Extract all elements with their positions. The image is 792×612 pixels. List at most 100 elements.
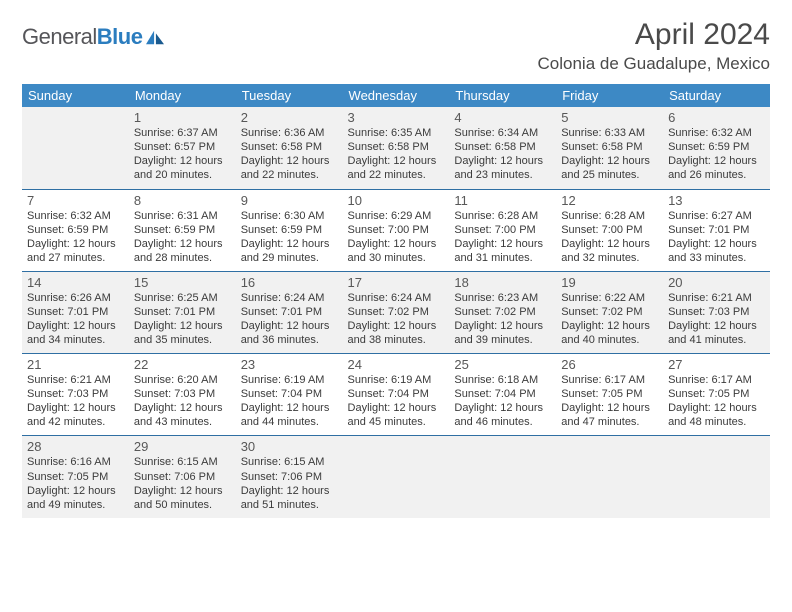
day-info: Sunrise: 6:22 AMSunset: 7:02 PMDaylight:… <box>561 291 658 347</box>
weekday-header: Friday <box>556 84 663 107</box>
day-info: Sunrise: 6:21 AMSunset: 7:03 PMDaylight:… <box>668 291 765 347</box>
calendar-week-row: 21Sunrise: 6:21 AMSunset: 7:03 PMDayligh… <box>22 354 770 436</box>
calendar-day-cell: 2Sunrise: 6:36 AMSunset: 6:58 PMDaylight… <box>236 107 343 189</box>
calendar-empty-cell <box>343 436 450 518</box>
day-info: Sunrise: 6:29 AMSunset: 7:00 PMDaylight:… <box>348 209 445 265</box>
day-info: Sunrise: 6:34 AMSunset: 6:58 PMDaylight:… <box>454 126 551 182</box>
day-info: Sunrise: 6:31 AMSunset: 6:59 PMDaylight:… <box>134 209 231 265</box>
day-number: 30 <box>241 439 338 454</box>
day-number: 21 <box>27 357 124 372</box>
day-number: 24 <box>348 357 445 372</box>
day-number: 10 <box>348 193 445 208</box>
day-info: Sunrise: 6:17 AMSunset: 7:05 PMDaylight:… <box>561 373 658 429</box>
day-info: Sunrise: 6:26 AMSunset: 7:01 PMDaylight:… <box>27 291 124 347</box>
calendar-day-cell: 14Sunrise: 6:26 AMSunset: 7:01 PMDayligh… <box>22 271 129 353</box>
calendar-week-row: 1Sunrise: 6:37 AMSunset: 6:57 PMDaylight… <box>22 107 770 189</box>
day-number: 9 <box>241 193 338 208</box>
day-info: Sunrise: 6:32 AMSunset: 6:59 PMDaylight:… <box>668 126 765 182</box>
brand-part1: General <box>22 24 97 49</box>
calendar-day-cell: 23Sunrise: 6:19 AMSunset: 7:04 PMDayligh… <box>236 354 343 436</box>
day-info: Sunrise: 6:16 AMSunset: 7:05 PMDaylight:… <box>27 455 124 511</box>
calendar-day-cell: 11Sunrise: 6:28 AMSunset: 7:00 PMDayligh… <box>449 189 556 271</box>
calendar-body: 1Sunrise: 6:37 AMSunset: 6:57 PMDaylight… <box>22 107 770 518</box>
calendar-day-cell: 8Sunrise: 6:31 AMSunset: 6:59 PMDaylight… <box>129 189 236 271</box>
weekday-header: Monday <box>129 84 236 107</box>
day-number: 3 <box>348 110 445 125</box>
calendar-day-cell: 22Sunrise: 6:20 AMSunset: 7:03 PMDayligh… <box>129 354 236 436</box>
day-number: 5 <box>561 110 658 125</box>
day-number: 2 <box>241 110 338 125</box>
weekday-header: Wednesday <box>343 84 450 107</box>
calendar-empty-cell <box>22 107 129 189</box>
day-number: 23 <box>241 357 338 372</box>
day-info: Sunrise: 6:24 AMSunset: 7:01 PMDaylight:… <box>241 291 338 347</box>
day-info: Sunrise: 6:28 AMSunset: 7:00 PMDaylight:… <box>454 209 551 265</box>
calendar-day-cell: 28Sunrise: 6:16 AMSunset: 7:05 PMDayligh… <box>22 436 129 518</box>
day-info: Sunrise: 6:37 AMSunset: 6:57 PMDaylight:… <box>134 126 231 182</box>
day-info: Sunrise: 6:24 AMSunset: 7:02 PMDaylight:… <box>348 291 445 347</box>
day-number: 4 <box>454 110 551 125</box>
calendar-day-cell: 16Sunrise: 6:24 AMSunset: 7:01 PMDayligh… <box>236 271 343 353</box>
month-title: April 2024 <box>538 18 770 52</box>
calendar-day-cell: 7Sunrise: 6:32 AMSunset: 6:59 PMDaylight… <box>22 189 129 271</box>
day-number: 22 <box>134 357 231 372</box>
day-number: 17 <box>348 275 445 290</box>
calendar-day-cell: 29Sunrise: 6:15 AMSunset: 7:06 PMDayligh… <box>129 436 236 518</box>
day-number: 7 <box>27 193 124 208</box>
day-info: Sunrise: 6:28 AMSunset: 7:00 PMDaylight:… <box>561 209 658 265</box>
calendar-empty-cell <box>663 436 770 518</box>
day-number: 12 <box>561 193 658 208</box>
calendar-day-cell: 12Sunrise: 6:28 AMSunset: 7:00 PMDayligh… <box>556 189 663 271</box>
location-label: Colonia de Guadalupe, Mexico <box>538 54 770 74</box>
weekday-header: Saturday <box>663 84 770 107</box>
day-number: 28 <box>27 439 124 454</box>
calendar-day-cell: 24Sunrise: 6:19 AMSunset: 7:04 PMDayligh… <box>343 354 450 436</box>
day-info: Sunrise: 6:30 AMSunset: 6:59 PMDaylight:… <box>241 209 338 265</box>
day-info: Sunrise: 6:20 AMSunset: 7:03 PMDaylight:… <box>134 373 231 429</box>
day-number: 15 <box>134 275 231 290</box>
calendar-day-cell: 20Sunrise: 6:21 AMSunset: 7:03 PMDayligh… <box>663 271 770 353</box>
day-number: 25 <box>454 357 551 372</box>
calendar-table: SundayMondayTuesdayWednesdayThursdayFrid… <box>22 84 770 518</box>
calendar-day-cell: 30Sunrise: 6:15 AMSunset: 7:06 PMDayligh… <box>236 436 343 518</box>
calendar-week-row: 28Sunrise: 6:16 AMSunset: 7:05 PMDayligh… <box>22 436 770 518</box>
calendar-week-row: 7Sunrise: 6:32 AMSunset: 6:59 PMDaylight… <box>22 189 770 271</box>
day-number: 18 <box>454 275 551 290</box>
day-info: Sunrise: 6:21 AMSunset: 7:03 PMDaylight:… <box>27 373 124 429</box>
calendar-day-cell: 1Sunrise: 6:37 AMSunset: 6:57 PMDaylight… <box>129 107 236 189</box>
calendar-day-cell: 10Sunrise: 6:29 AMSunset: 7:00 PMDayligh… <box>343 189 450 271</box>
day-number: 16 <box>241 275 338 290</box>
calendar-day-cell: 15Sunrise: 6:25 AMSunset: 7:01 PMDayligh… <box>129 271 236 353</box>
day-info: Sunrise: 6:32 AMSunset: 6:59 PMDaylight:… <box>27 209 124 265</box>
calendar-day-cell: 13Sunrise: 6:27 AMSunset: 7:01 PMDayligh… <box>663 189 770 271</box>
day-info: Sunrise: 6:19 AMSunset: 7:04 PMDaylight:… <box>241 373 338 429</box>
day-number: 26 <box>561 357 658 372</box>
weekday-header: Sunday <box>22 84 129 107</box>
day-number: 8 <box>134 193 231 208</box>
day-number: 6 <box>668 110 765 125</box>
calendar-day-cell: 6Sunrise: 6:32 AMSunset: 6:59 PMDaylight… <box>663 107 770 189</box>
brand-logo: GeneralBlue <box>22 18 166 50</box>
calendar-day-cell: 18Sunrise: 6:23 AMSunset: 7:02 PMDayligh… <box>449 271 556 353</box>
day-info: Sunrise: 6:17 AMSunset: 7:05 PMDaylight:… <box>668 373 765 429</box>
calendar-day-cell: 3Sunrise: 6:35 AMSunset: 6:58 PMDaylight… <box>343 107 450 189</box>
day-number: 29 <box>134 439 231 454</box>
calendar-day-cell: 5Sunrise: 6:33 AMSunset: 6:58 PMDaylight… <box>556 107 663 189</box>
calendar-day-cell: 4Sunrise: 6:34 AMSunset: 6:58 PMDaylight… <box>449 107 556 189</box>
day-info: Sunrise: 6:18 AMSunset: 7:04 PMDaylight:… <box>454 373 551 429</box>
day-info: Sunrise: 6:35 AMSunset: 6:58 PMDaylight:… <box>348 126 445 182</box>
brand-name: GeneralBlue <box>22 24 142 50</box>
calendar-empty-cell <box>449 436 556 518</box>
calendar-empty-cell <box>556 436 663 518</box>
day-info: Sunrise: 6:33 AMSunset: 6:58 PMDaylight:… <box>561 126 658 182</box>
day-info: Sunrise: 6:36 AMSunset: 6:58 PMDaylight:… <box>241 126 338 182</box>
day-number: 27 <box>668 357 765 372</box>
day-number: 19 <box>561 275 658 290</box>
calendar-day-cell: 26Sunrise: 6:17 AMSunset: 7:05 PMDayligh… <box>556 354 663 436</box>
calendar-day-cell: 21Sunrise: 6:21 AMSunset: 7:03 PMDayligh… <box>22 354 129 436</box>
day-number: 20 <box>668 275 765 290</box>
day-number: 13 <box>668 193 765 208</box>
calendar-day-cell: 25Sunrise: 6:18 AMSunset: 7:04 PMDayligh… <box>449 354 556 436</box>
calendar-week-row: 14Sunrise: 6:26 AMSunset: 7:01 PMDayligh… <box>22 271 770 353</box>
calendar-day-cell: 19Sunrise: 6:22 AMSunset: 7:02 PMDayligh… <box>556 271 663 353</box>
